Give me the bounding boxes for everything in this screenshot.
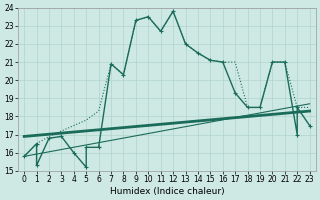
X-axis label: Humidex (Indice chaleur): Humidex (Indice chaleur) bbox=[109, 187, 224, 196]
